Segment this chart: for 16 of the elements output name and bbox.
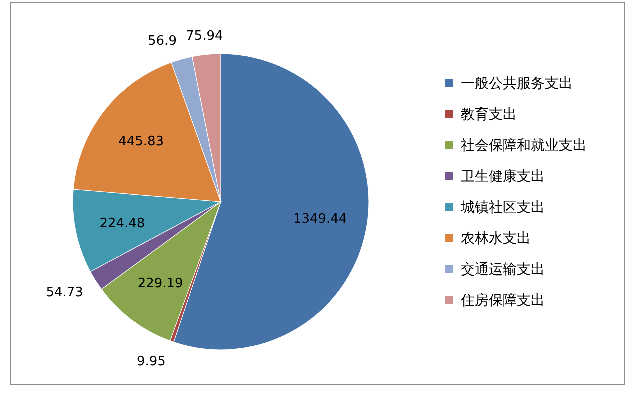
legend-label: 社会保障和就业支出 <box>461 138 587 154</box>
data-label: 9.95 <box>136 354 166 370</box>
data-label: 1349.44 <box>293 212 348 228</box>
legend-label: 城镇社区支出 <box>460 200 545 216</box>
data-label: 75.94 <box>186 28 224 44</box>
legend-label: 卫生健康支出 <box>461 169 545 185</box>
data-label: 229.19 <box>138 276 184 292</box>
legend-label: 教育支出 <box>461 106 517 123</box>
data-label: 445.83 <box>118 134 164 150</box>
data-label: 56.9 <box>148 34 177 49</box>
data-label: 224.48 <box>100 216 146 232</box>
data-label: 54.73 <box>46 286 84 301</box>
legend-label: 一般公共服务支出 <box>461 76 573 92</box>
legend-label: 交通运输支出 <box>461 262 545 278</box>
legend-label: 农林水支出 <box>461 231 531 247</box>
legend-label: 住房保障支出 <box>460 293 545 309</box>
